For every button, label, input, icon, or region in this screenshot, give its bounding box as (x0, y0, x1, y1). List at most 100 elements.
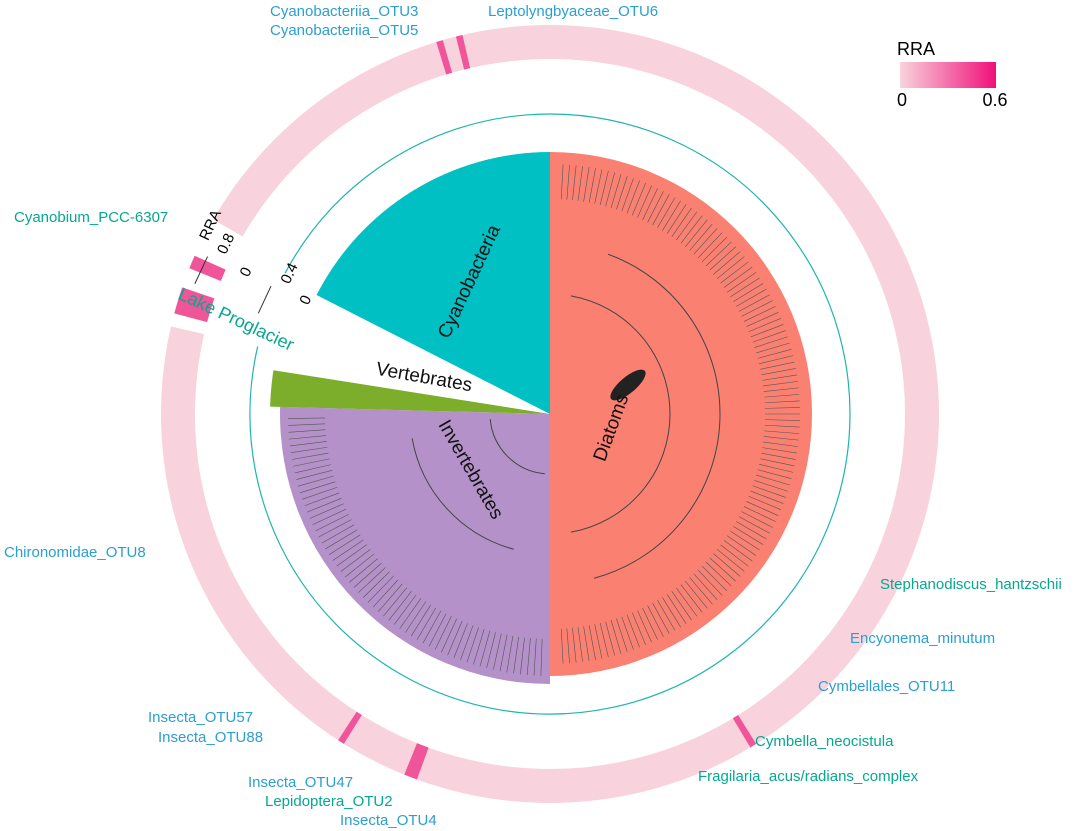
tree-tip (697, 569, 723, 596)
axis-tick: 0 (296, 293, 315, 308)
tree-tip (626, 614, 640, 648)
tree-tip (764, 424, 800, 428)
tree-tip (764, 419, 800, 421)
tree-tip (720, 261, 749, 284)
tree-tip (685, 219, 708, 248)
tree-tip (680, 584, 703, 613)
tree-branch (570, 295, 671, 533)
tree-tip (349, 558, 378, 583)
tree-branch (489, 419, 545, 475)
otu-label: Fragilaria_acus/radians_complex (698, 768, 919, 785)
tree-tip (610, 174, 622, 208)
tree-tip (289, 441, 327, 447)
tree-tip (626, 180, 640, 214)
tree-tip (741, 511, 773, 528)
tree-tip (743, 306, 776, 322)
ring-highlight (189, 255, 226, 282)
tree-tip (738, 516, 770, 534)
tree-tip (657, 600, 676, 631)
tree-tip (763, 387, 799, 392)
tree-tip (293, 458, 330, 467)
tree-tip (746, 501, 779, 516)
tree-tip (383, 587, 408, 617)
otu-label: Stephanodiscus_hantzschii (880, 576, 1062, 593)
tree-tip (296, 470, 333, 480)
tree-tip (709, 557, 736, 582)
otu-label: Cyanobium_PCC-6307 (14, 209, 168, 226)
tree-tip (758, 463, 794, 473)
tree-tip (764, 430, 800, 434)
ring-highlight (436, 40, 453, 75)
tree-tip (304, 492, 340, 507)
tree-tip (372, 579, 399, 608)
tree-tip (328, 534, 361, 556)
tree-tip (723, 540, 753, 562)
tree-tip (566, 164, 570, 200)
tree-tip (520, 637, 525, 675)
tree-tip (730, 530, 760, 551)
baseline-circle (249, 113, 851, 715)
tree-tip (705, 561, 732, 587)
tree-tip (736, 288, 767, 307)
tree-tip (572, 165, 577, 201)
tree-tip (344, 553, 375, 578)
tree-tip (588, 625, 596, 660)
tree-tip (434, 616, 452, 650)
tree-tip (566, 628, 570, 664)
tree-tip (666, 204, 687, 234)
ring-highlight (404, 743, 429, 780)
tree-tip (453, 623, 468, 658)
tree-tip (676, 211, 698, 241)
tree-tip (754, 336, 788, 348)
tree-tip (290, 446, 328, 454)
tree-tip (671, 207, 692, 237)
tree-tip (752, 330, 786, 343)
tree-tip (513, 636, 519, 674)
tree-tip (291, 452, 329, 460)
tree-tip (758, 355, 794, 365)
tree-tip (405, 601, 427, 633)
tree-tip (657, 197, 676, 228)
ring-highlight (732, 715, 757, 748)
diatom-icon (610, 369, 646, 401)
axis-tick: 0 (237, 265, 256, 280)
tree-tip (428, 613, 447, 647)
tree-tip (577, 627, 583, 662)
tree-tip (761, 452, 796, 460)
tree-tip (730, 277, 760, 298)
tree-tip (416, 607, 437, 640)
tree-branch (593, 253, 721, 579)
tree-tip (594, 624, 603, 659)
tree-tip (763, 381, 798, 387)
tree-tip (599, 622, 609, 658)
tree-tip (709, 246, 736, 271)
tree-tip (642, 188, 658, 221)
tree-tip (588, 168, 596, 203)
tree-tip (367, 575, 394, 603)
tree-branch (411, 438, 514, 550)
tree-tip (723, 266, 753, 288)
tree-tip (705, 241, 732, 267)
otu-label: Encyonema_minutum (850, 630, 995, 647)
tree-tip (583, 626, 590, 661)
tree-tip (713, 251, 741, 275)
tree-tip (680, 215, 703, 244)
otu-label: Insecta_OTU88 (158, 729, 263, 746)
tree-tip (288, 423, 326, 426)
rra-ring (161, 25, 939, 803)
tree-tip (647, 191, 664, 223)
tree-tip (560, 628, 564, 664)
invertebrates-wedge (279, 406, 550, 684)
tree-tip (701, 565, 727, 591)
tree-tip (447, 620, 463, 656)
otu-label: Insecta_OTU47 (248, 774, 353, 791)
legend-gradient (900, 62, 996, 88)
tree-tip (748, 318, 782, 333)
tree-tip (340, 549, 371, 572)
tree-tip (473, 629, 485, 665)
tree-tip (652, 194, 670, 226)
ring-highlight (338, 711, 362, 744)
tree-tip (499, 634, 508, 672)
legend-max: 0.6 (982, 90, 1007, 110)
ring-highlight (174, 287, 215, 323)
